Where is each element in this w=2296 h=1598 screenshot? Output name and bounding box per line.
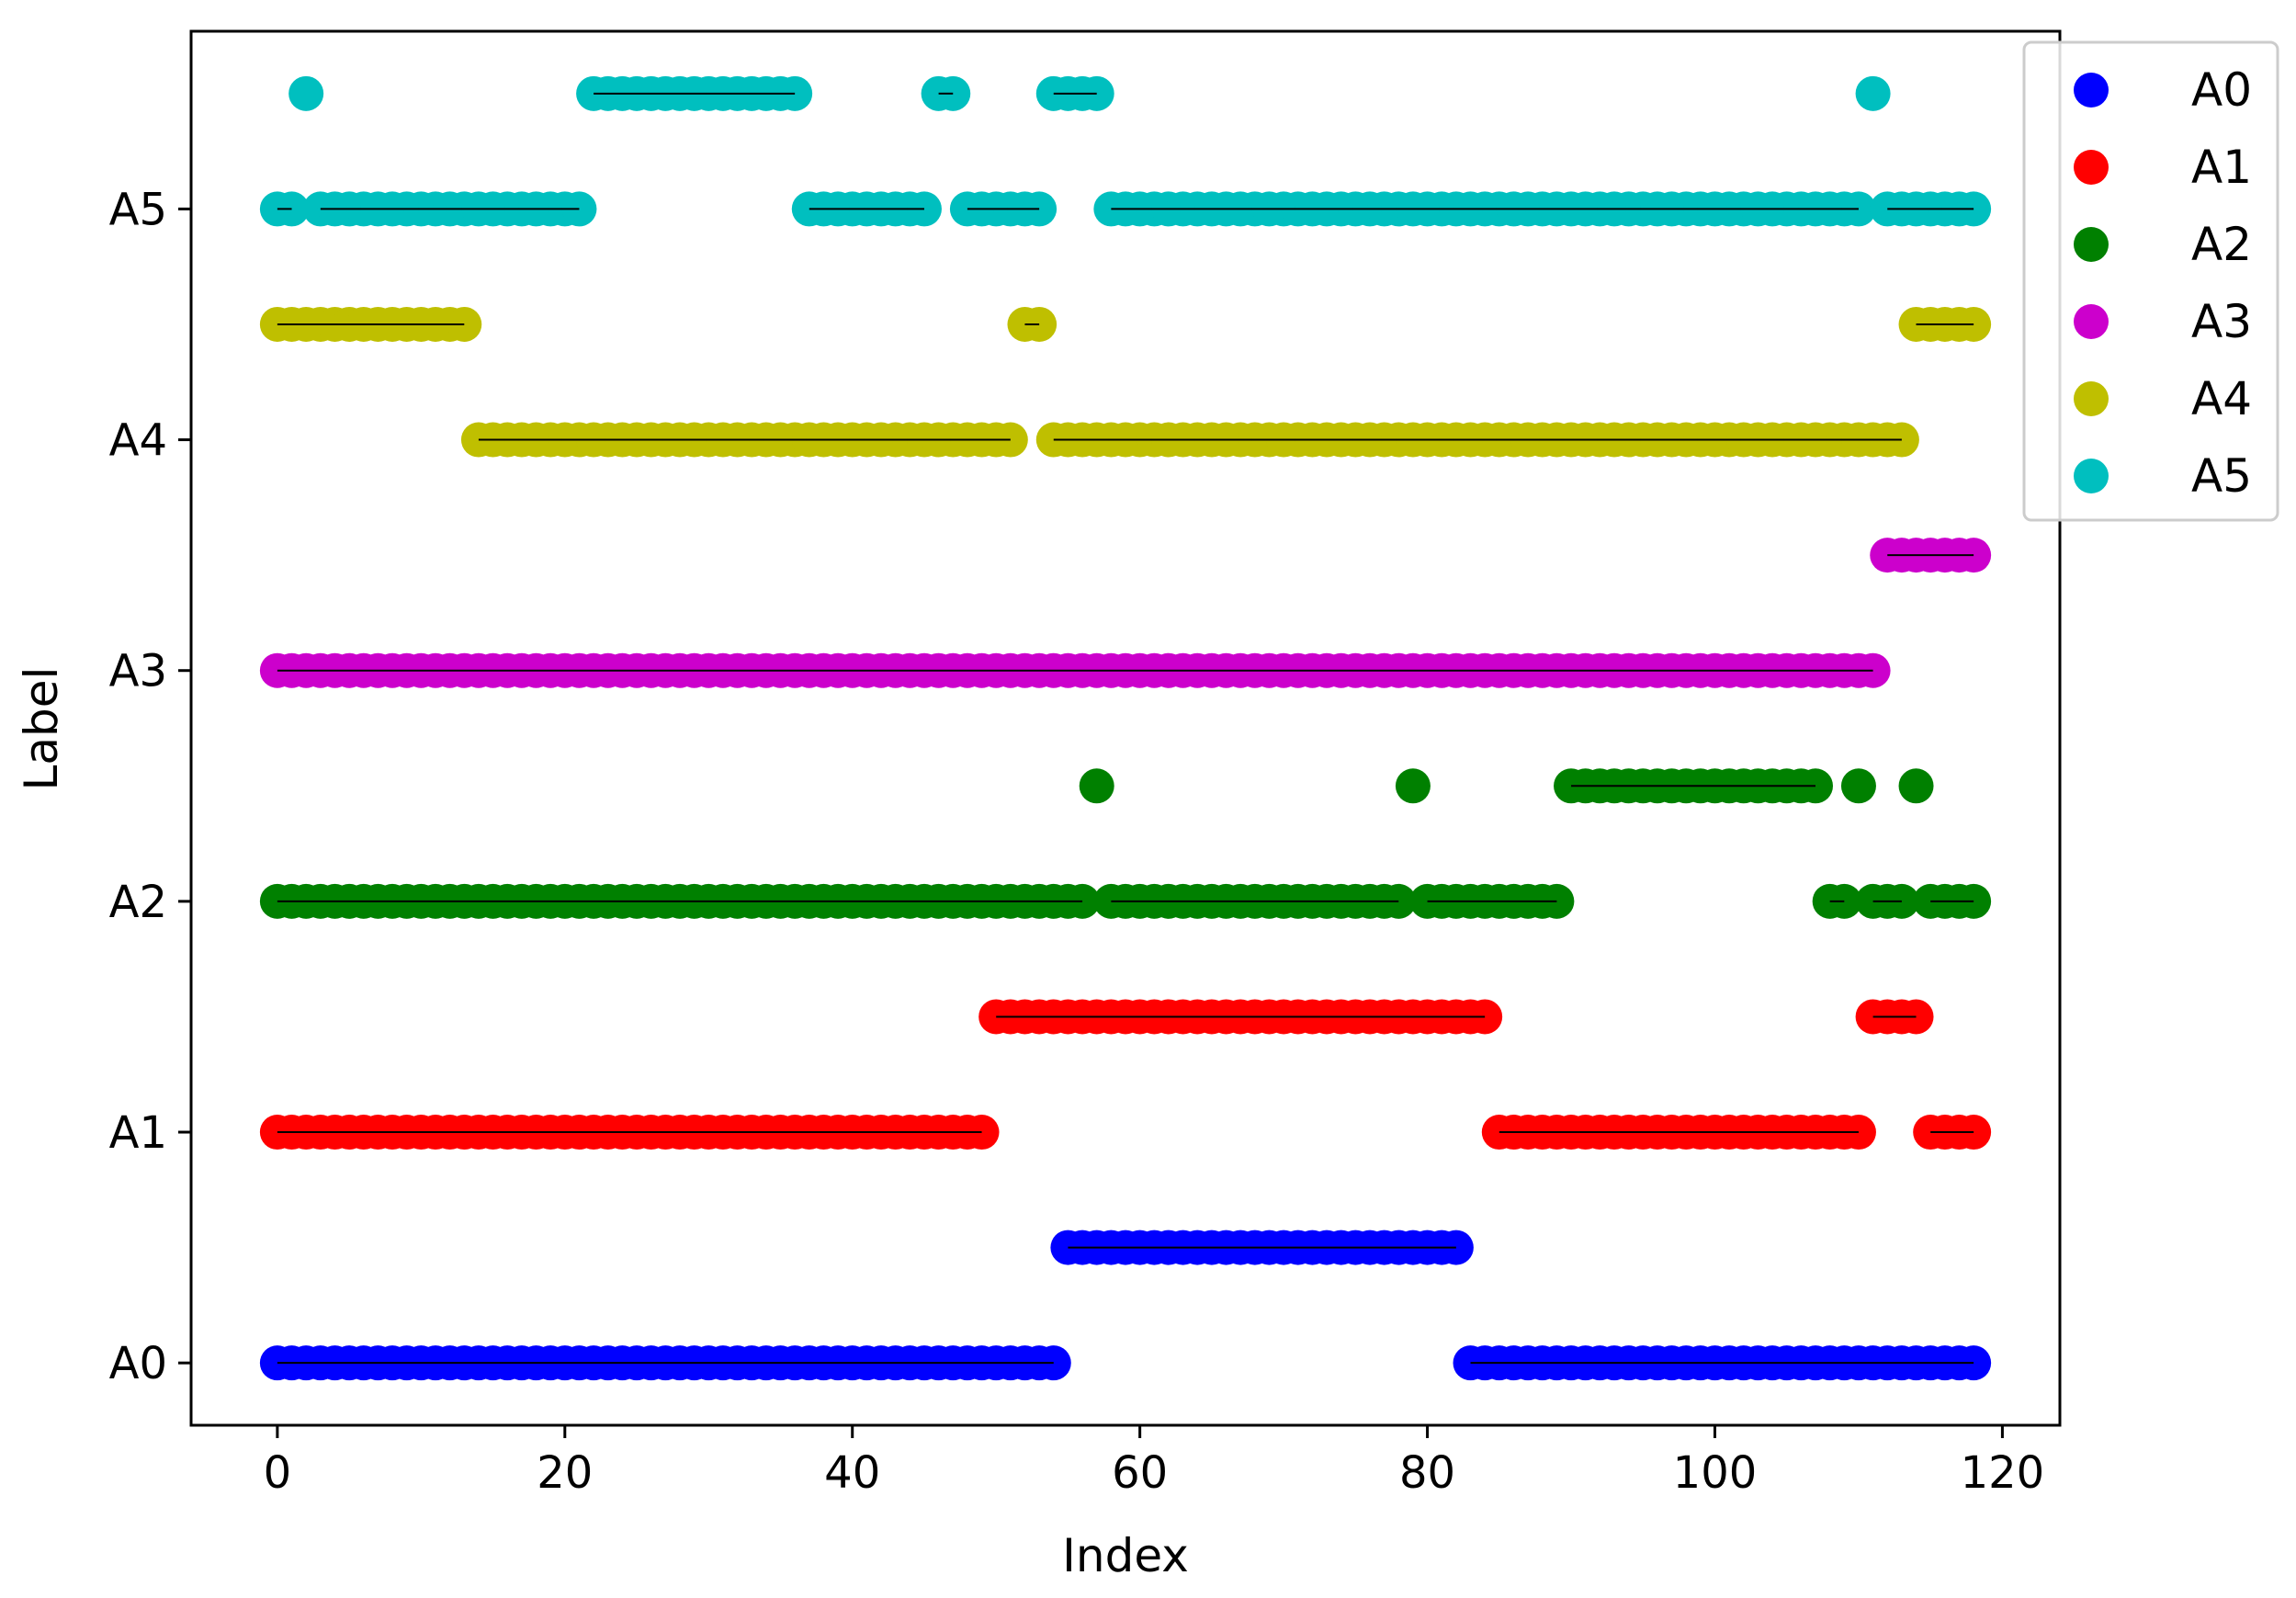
x-tick-label-80: 80 [1399, 1447, 1455, 1499]
x-axis: 0 20 40 60 80 100 120 [264, 1425, 2045, 1499]
point-a3-111 [1855, 652, 1891, 688]
point-a5-2 [288, 75, 324, 111]
x-tick-label-60: 60 [1112, 1447, 1168, 1499]
legend-label-a2: A2 [2191, 218, 2252, 271]
y-tick-label-a5: A5 [109, 184, 167, 235]
legend-label-a1: A1 [2191, 141, 2252, 194]
legend-marker-a3 [2074, 304, 2109, 339]
legend-label-a4: A4 [2191, 372, 2252, 425]
legend-marker-a5 [2074, 459, 2109, 493]
y-tick-label-a3: A3 [109, 646, 167, 697]
x-tick-label-40: 40 [824, 1447, 880, 1499]
point-a2-114 [1898, 768, 1934, 804]
legend: A0 A1 A2 A3 A4 A5 [2022, 40, 2279, 522]
y-tick-label-a0: A0 [109, 1338, 167, 1389]
legend-marker-a2 [2074, 227, 2109, 262]
y-tick-label-a2: A2 [109, 877, 167, 928]
legend-label-a0: A0 [2191, 63, 2252, 117]
y-tick-label-a1: A1 [109, 1107, 167, 1159]
y-axis-label: Label [15, 667, 68, 791]
lines-layer [277, 92, 1974, 1365]
x-axis-label: Index [1062, 1529, 1189, 1582]
legend-label-a3: A3 [2191, 295, 2252, 348]
point-a2-79 [1395, 768, 1431, 804]
x-tick-label-120: 120 [1961, 1447, 2045, 1499]
legend-marker-a0 [2074, 73, 2109, 108]
legend-label-a5: A5 [2191, 449, 2252, 503]
y-axis: A0 A1 A2 A3 A4 A5 [109, 184, 191, 1389]
x-tick-label-100: 100 [1673, 1447, 1758, 1499]
x-tick-label-20: 20 [537, 1447, 593, 1499]
point-a5-111 [1855, 75, 1891, 111]
x-tick-label-0: 0 [264, 1447, 292, 1499]
legend-marker-a4 [2074, 381, 2109, 416]
legend-marker-a1 [2074, 150, 2109, 185]
plot-frame [189, 29, 2062, 1427]
point-a2-57 [1079, 768, 1114, 804]
point-a2-110 [1840, 768, 1876, 804]
y-tick-label-a4: A4 [109, 415, 167, 467]
